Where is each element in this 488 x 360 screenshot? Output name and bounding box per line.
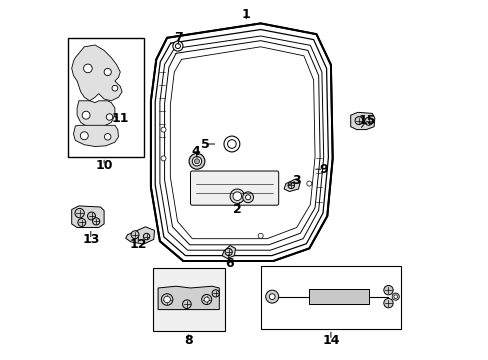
FancyBboxPatch shape <box>190 171 278 205</box>
Circle shape <box>92 218 100 225</box>
Circle shape <box>364 117 372 125</box>
Polygon shape <box>151 23 332 261</box>
Circle shape <box>194 159 199 164</box>
Polygon shape <box>284 179 300 192</box>
Circle shape <box>393 295 397 298</box>
Circle shape <box>258 233 263 238</box>
Circle shape <box>87 212 95 220</box>
Circle shape <box>104 68 111 76</box>
Circle shape <box>106 114 113 120</box>
Text: 6: 6 <box>224 257 233 270</box>
Circle shape <box>189 153 204 169</box>
Circle shape <box>224 248 232 256</box>
Text: 4: 4 <box>191 145 200 158</box>
Circle shape <box>131 231 139 239</box>
Circle shape <box>161 294 172 305</box>
Polygon shape <box>72 45 122 101</box>
Circle shape <box>265 290 278 303</box>
Text: 10: 10 <box>95 159 113 172</box>
Bar <box>309 289 368 304</box>
Circle shape <box>269 294 275 300</box>
Polygon shape <box>77 101 115 128</box>
Circle shape <box>82 111 90 119</box>
Circle shape <box>104 134 111 140</box>
Polygon shape <box>222 246 235 258</box>
Bar <box>68 38 143 157</box>
Text: 12: 12 <box>129 238 147 251</box>
Circle shape <box>306 181 311 186</box>
Circle shape <box>204 297 209 302</box>
Text: 14: 14 <box>322 334 339 347</box>
Polygon shape <box>158 286 219 310</box>
Circle shape <box>227 140 236 148</box>
Text: 3: 3 <box>292 174 301 186</box>
Text: 15: 15 <box>357 114 375 127</box>
Bar <box>260 266 400 329</box>
Text: 2: 2 <box>232 203 241 216</box>
Text: 5: 5 <box>200 138 209 150</box>
Circle shape <box>182 300 191 309</box>
Circle shape <box>143 233 149 240</box>
Text: 7: 7 <box>174 31 183 44</box>
Circle shape <box>175 44 180 49</box>
Circle shape <box>161 156 166 161</box>
Circle shape <box>83 64 92 73</box>
Circle shape <box>245 195 250 200</box>
Circle shape <box>230 189 244 203</box>
Text: 1: 1 <box>242 8 250 21</box>
Circle shape <box>163 296 170 303</box>
Circle shape <box>383 298 392 308</box>
Circle shape <box>287 182 294 189</box>
Circle shape <box>242 192 253 203</box>
Circle shape <box>201 294 211 305</box>
Text: 13: 13 <box>82 233 99 246</box>
Circle shape <box>224 136 239 152</box>
Circle shape <box>232 192 241 201</box>
Circle shape <box>112 85 118 91</box>
Circle shape <box>75 208 84 218</box>
Text: 8: 8 <box>184 334 193 347</box>
Circle shape <box>80 132 88 140</box>
Polygon shape <box>125 227 154 244</box>
Circle shape <box>78 219 85 226</box>
Circle shape <box>212 290 219 297</box>
Bar <box>152 268 224 331</box>
Polygon shape <box>73 125 118 147</box>
Circle shape <box>172 41 183 51</box>
Polygon shape <box>72 206 104 228</box>
Circle shape <box>192 157 201 166</box>
Circle shape <box>354 117 362 125</box>
Text: 9: 9 <box>319 163 327 176</box>
Circle shape <box>383 285 392 295</box>
Polygon shape <box>350 112 374 130</box>
Circle shape <box>391 293 399 300</box>
Circle shape <box>161 127 166 132</box>
Text: 11: 11 <box>111 112 129 125</box>
